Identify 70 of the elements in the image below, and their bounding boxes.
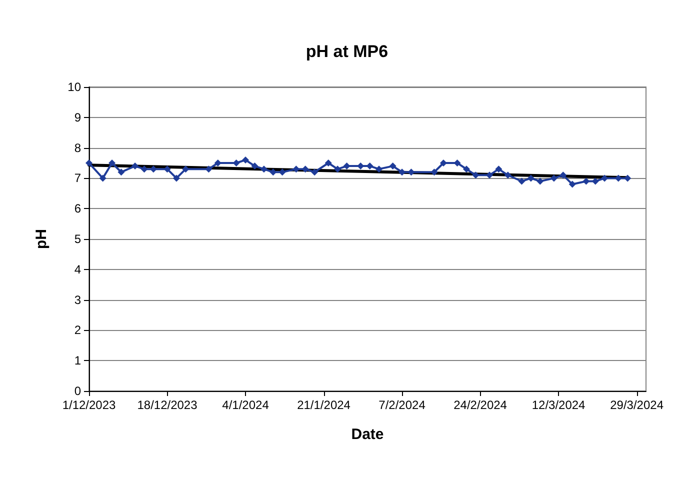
point <box>214 160 222 166</box>
y-tick-label: 6 <box>74 202 82 216</box>
y-axis-title: pH <box>33 229 50 249</box>
x-tick-label: 4/1/2024 <box>222 398 270 412</box>
y-tick-label: 3 <box>74 292 82 307</box>
x-tick-label: 21/1/2024 <box>297 398 351 412</box>
point <box>205 166 212 173</box>
point <box>592 178 599 185</box>
point <box>242 156 250 164</box>
point <box>504 172 512 179</box>
point <box>164 166 171 173</box>
point <box>150 166 157 173</box>
y-tick-label: 2 <box>74 323 82 338</box>
point <box>270 168 277 176</box>
point <box>486 172 493 179</box>
y-tick-label: 10 <box>68 80 82 94</box>
point <box>408 168 415 176</box>
point <box>251 162 258 170</box>
point <box>278 168 286 176</box>
y-tick-label: 7 <box>74 171 82 186</box>
point <box>132 162 139 170</box>
point <box>172 174 180 182</box>
point <box>495 166 502 173</box>
point <box>182 166 190 173</box>
point <box>614 174 622 182</box>
point <box>302 166 309 173</box>
point <box>462 166 470 173</box>
x-tick-label: 18/12/2023 <box>137 398 198 412</box>
point <box>99 174 106 182</box>
point <box>560 172 567 179</box>
point <box>527 174 534 182</box>
point <box>140 166 148 173</box>
point <box>324 160 332 166</box>
x-tick-label: 29/3/2024 <box>610 398 664 412</box>
x-tick-label: 7/2/2024 <box>378 398 426 412</box>
y-tick-label: 1 <box>74 354 82 368</box>
point <box>430 168 438 176</box>
point <box>376 166 383 173</box>
point <box>366 162 374 170</box>
point <box>550 174 558 182</box>
point <box>601 174 608 182</box>
point <box>536 178 544 185</box>
point <box>398 168 406 176</box>
x-tick-label: 12/3/2024 <box>532 398 586 412</box>
point <box>624 174 632 182</box>
point <box>568 180 576 188</box>
point <box>311 168 318 176</box>
y-tick-label: 0 <box>74 384 82 398</box>
point <box>334 166 342 173</box>
point <box>440 160 447 166</box>
x-tick-label: 1/12/2023 <box>62 398 116 412</box>
point <box>260 166 268 173</box>
point <box>292 166 300 173</box>
chart-title: pH at MP6 <box>306 42 388 61</box>
point <box>343 162 350 170</box>
point <box>232 160 240 166</box>
y-tick-label: 4 <box>74 262 82 276</box>
point <box>389 162 396 170</box>
point <box>472 172 480 179</box>
y-tick-label: 9 <box>74 110 82 124</box>
point <box>118 168 125 176</box>
point <box>582 178 590 185</box>
y-tick-label: 5 <box>74 232 82 246</box>
point <box>518 178 526 185</box>
point <box>86 160 92 166</box>
x-axis-title: Date <box>351 426 384 443</box>
point <box>108 160 116 166</box>
y-tick-label: 8 <box>74 140 82 155</box>
x-tick-label: 24/2/2024 <box>454 398 508 412</box>
point <box>454 160 461 166</box>
